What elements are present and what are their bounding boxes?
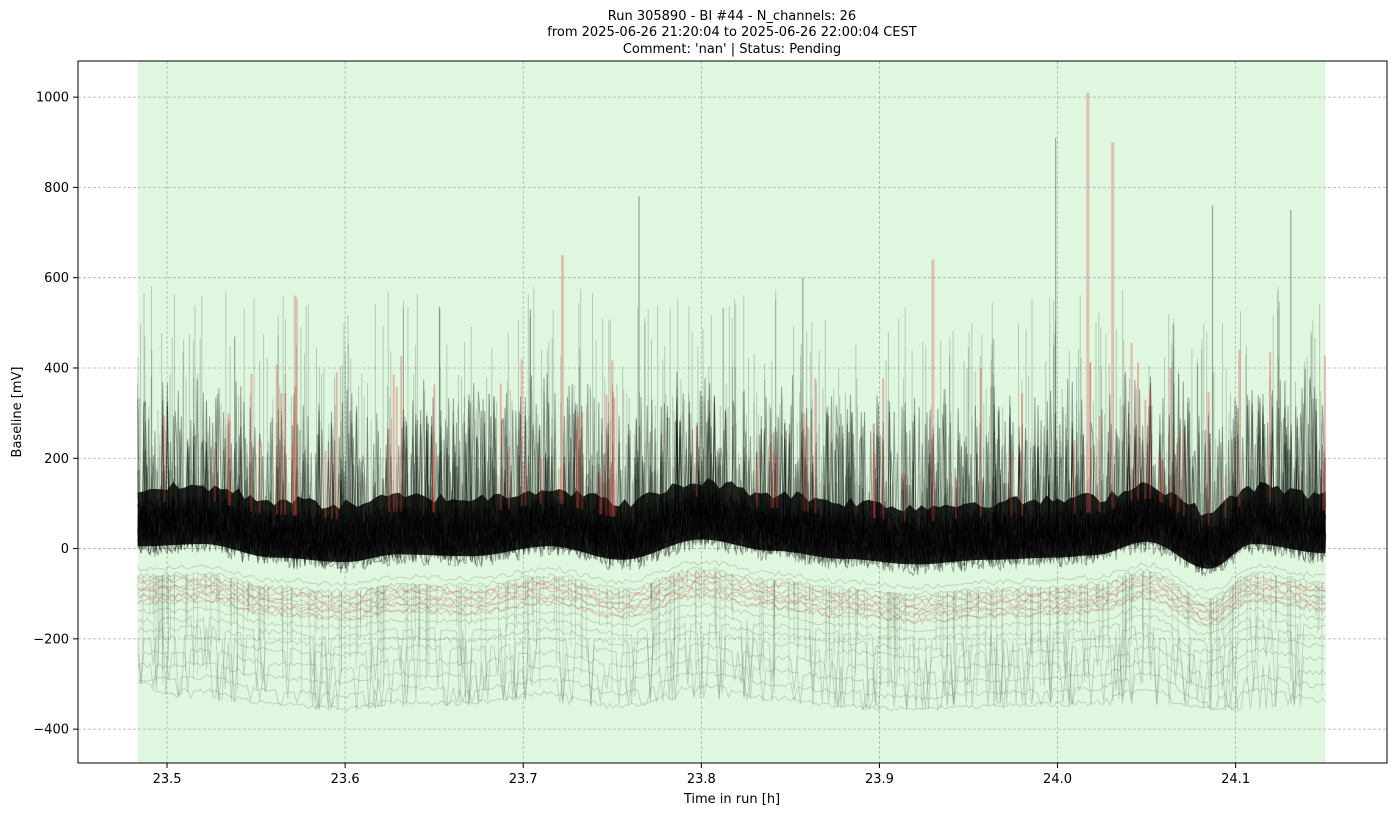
main-band-core	[137, 478, 1326, 569]
lower-trace	[137, 630, 1326, 711]
y-tick-label: 600	[44, 271, 69, 286]
chart-title-line-3: Comment: 'nan' | Status: Pending	[623, 42, 841, 57]
x-tick-label: 23.9	[865, 772, 894, 787]
y-axis-label: Baseline [mV]	[10, 367, 25, 458]
y-tick-label: −200	[33, 632, 69, 647]
y-tick-label: −400	[33, 723, 69, 738]
x-tick-label: 24.0	[1043, 772, 1072, 787]
x-axis-label: Time in run [h]	[683, 792, 780, 807]
plot-area	[78, 61, 1387, 763]
chart-title: Run 305890 - BI #44 - N_channels: 26 fro…	[547, 9, 917, 57]
lower-trace	[137, 566, 1326, 600]
y-tick-label: 400	[44, 361, 69, 376]
lower-trace	[137, 681, 1326, 712]
lower-trace	[137, 593, 1326, 627]
lower-trace	[137, 670, 1326, 712]
lower-trace	[137, 656, 1327, 711]
plot-frame	[77, 60, 1388, 764]
highlight-trace	[137, 591, 1327, 628]
highlight-trace	[137, 575, 1326, 613]
lower-trace	[137, 642, 1326, 711]
lower-trace	[137, 611, 1326, 710]
series-layer	[137, 92, 1327, 712]
highlight-trace	[137, 569, 1327, 606]
lower-trace	[137, 621, 1326, 711]
x-tick-label: 24.1	[1221, 772, 1250, 787]
x-tick-label: 23.6	[331, 772, 360, 787]
highlight-trace	[137, 585, 1327, 621]
chart-title-line-1: Run 305890 - BI #44 - N_channels: 26	[608, 9, 856, 24]
lower-trace	[137, 579, 1326, 615]
highlight-trace	[137, 580, 1327, 618]
lower-trace	[137, 574, 1326, 608]
grid	[78, 61, 1387, 763]
lower-trace	[137, 559, 1326, 592]
lower-trace	[137, 587, 1326, 621]
lower-trace	[137, 602, 1327, 636]
y-axis: −400 −200 0 200 400 600 800 1000	[33, 91, 78, 738]
x-axis: 23.5 23.6 23.7 23.8 23.9 24.0 24.1	[153, 763, 1250, 787]
chart-title-line-2: from 2025-06-26 21:20:04 to 2025-06-26 2…	[547, 25, 917, 40]
shaded-region	[137, 61, 1326, 763]
y-tick-label: 800	[44, 181, 69, 196]
x-tick-label: 23.7	[509, 772, 538, 787]
y-tick-label: 1000	[36, 91, 69, 106]
x-tick-label: 23.8	[687, 772, 716, 787]
y-tick-label: 200	[44, 452, 69, 467]
y-tick-label: 0	[61, 542, 69, 557]
x-tick-label: 23.5	[153, 772, 182, 787]
